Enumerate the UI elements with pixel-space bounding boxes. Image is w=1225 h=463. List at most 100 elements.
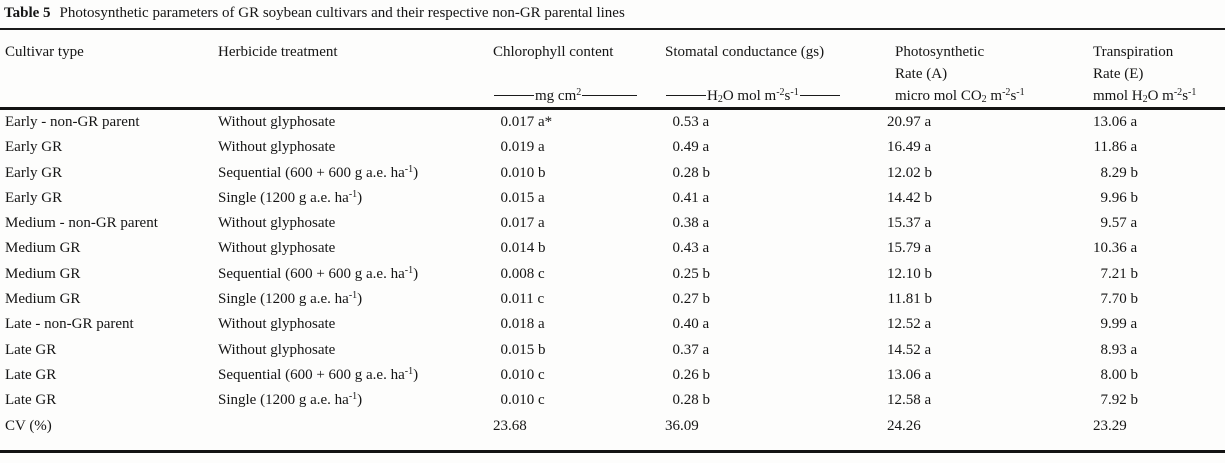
significance-letter: a — [702, 215, 710, 232]
column-header-label: Transpiration — [1093, 44, 1174, 60]
cell-value: 0.010 — [500, 392, 535, 409]
cell-cultivar-type: CV (%) — [0, 413, 213, 453]
table-row: CV (%) 23.68 36.09 24.26 23.29 — [0, 413, 1225, 453]
cell-cultivar-type: Medium GR — [5, 291, 81, 308]
cell-chlorophyll-content: 0.015 b — [488, 338, 660, 363]
significance-letter: c — [538, 366, 545, 383]
cell-herbicide-treatment: Without glyphosate — [218, 139, 336, 156]
cell-herbicide-treatment: Sequential (600 + 600 g a.e. ha-1) — [218, 163, 419, 181]
cell-chlorophyll-content: 0.017 a — [488, 211, 660, 236]
significance-letter: a — [924, 316, 932, 333]
cell-value: 9.99 — [1100, 316, 1127, 333]
cell-photosynthetic-rate: 12.52 a — [883, 312, 1088, 337]
cell-value: 0.41 — [672, 189, 699, 206]
cell-value: 0.49 — [672, 139, 699, 156]
cell-transpiration-rate: 7.92 b — [1088, 388, 1225, 413]
significance-letter: b — [702, 164, 711, 181]
cell-transpiration-rate: 9.57 a — [1088, 211, 1225, 236]
cell-photosynthetic-rate: 13.06 a — [883, 363, 1088, 388]
significance-letter: c — [538, 265, 545, 282]
cell-stomatal-conductance: 0.53 a — [660, 109, 883, 136]
cell-value: 23.29 — [1093, 417, 1127, 434]
cell-transpiration-rate: 7.21 b — [1088, 262, 1225, 287]
cell-value: 0.008 — [500, 265, 535, 282]
column-header-label: Stomatal conductance (gs) — [665, 44, 825, 60]
table-caption-text: Photosynthetic parameters of GR soybean … — [59, 5, 625, 21]
cell-photosynthetic-rate: 12.58 a — [883, 388, 1088, 413]
significance-letter: b — [1130, 265, 1139, 282]
unit-dash — [494, 95, 534, 96]
significance-letter: a — [1130, 240, 1138, 257]
cell-cultivar-type: Early - non-GR parent — [5, 114, 140, 130]
cell-stomatal-conductance: 0.40 a — [660, 312, 883, 337]
cell-transpiration-rate: 8.00 b — [1088, 363, 1225, 388]
cell-photosynthetic-rate: 16.49 a — [883, 135, 1088, 160]
cell-cultivar-type: Late GR — [5, 392, 57, 409]
cell-stomatal-conductance: 0.49 a — [660, 135, 883, 160]
table-row: Late GR Without glyphosate 0.015 b 0.37 a 14… — [0, 338, 1225, 363]
cell-transpiration-rate: 10.36 a — [1088, 236, 1225, 261]
cell-stomatal-conductance: 0.37 a — [660, 338, 883, 363]
cell-herbicide-treatment: Sequential (600 + 600 g a.e. ha-1) — [218, 365, 419, 383]
significance-letter: a — [1130, 341, 1138, 358]
cell-value: 24.26 — [887, 417, 921, 434]
cell-value: 7.70 — [1100, 291, 1127, 308]
significance-letter: a — [702, 139, 710, 156]
cell-value: 0.017 — [500, 114, 535, 130]
column-unit: H2O mol m-2s-1 — [665, 85, 883, 107]
significance-letter: b — [1130, 392, 1139, 409]
column-header-label: Cultivar type — [5, 44, 84, 60]
column-unit-text: mmol H2O m-2s-1 — [1093, 87, 1197, 105]
cell-photosynthetic-rate: 12.10 b — [883, 262, 1088, 287]
cell-stomatal-conductance: 0.25 b — [660, 262, 883, 287]
significance-letter: b — [1130, 291, 1139, 308]
significance-letter: a — [702, 240, 710, 257]
cell-value: 11.81 — [887, 291, 921, 308]
column-header-label: Chlorophyll content — [493, 44, 614, 60]
significance-letter: a — [1130, 139, 1138, 156]
unit-dash — [799, 95, 840, 96]
cell-chlorophyll-content: 0.015 a — [488, 186, 660, 211]
cell-herbicide-treatment: Without glyphosate — [218, 316, 336, 333]
cell-transpiration-rate: 8.93 a — [1088, 338, 1225, 363]
cell-value: 0.010 — [500, 164, 535, 181]
cell-stomatal-conductance: 0.43 a — [660, 236, 883, 261]
significance-letter: b — [1130, 366, 1139, 383]
cell-value: 8.00 — [1100, 366, 1127, 383]
cell-chlorophyll-content: 0.010 c — [488, 388, 660, 413]
cell-photosynthetic-rate: 15.37 a — [883, 211, 1088, 236]
cell-cultivar-type: Late GR — [5, 366, 57, 383]
cell-stomatal-conductance: 0.27 b — [660, 287, 883, 312]
significance-letter: b — [924, 265, 933, 282]
cell-value: 13.06 — [1093, 114, 1127, 130]
cell-herbicide-treatment: Single (1200 g a.e. ha-1) — [218, 290, 363, 308]
table-label: Table 5 — [4, 5, 51, 21]
significance-letter: b — [538, 164, 546, 181]
cell-value: 0.27 — [672, 291, 699, 308]
cell-herbicide-treatment — [213, 413, 488, 453]
column-unit: micro mol CO2 m-2s-1 — [895, 85, 1088, 107]
table-row: Medium GR Single (1200 g a.e. ha-1) 0.011 … — [0, 287, 1225, 312]
cell-value: 15.37 — [887, 215, 921, 232]
table-body: Early - non-GR parent Without glyphosate 0… — [0, 109, 1225, 453]
cell-value: 0.014 — [500, 240, 535, 257]
column-unit-text: mg cm2 — [535, 87, 582, 105]
cell-transpiration-rate: 9.99 a — [1088, 312, 1225, 337]
data-table: Cultivar type Herbicide treatment Chloro… — [0, 30, 1225, 453]
cell-value: 9.96 — [1100, 189, 1127, 206]
significance-letter: b — [702, 291, 711, 308]
cell-value: 0.015 — [500, 341, 535, 358]
cell-value: 14.42 — [887, 189, 921, 206]
significance-letter: a — [1130, 316, 1138, 333]
cell-chlorophyll-content: 0.010 b — [488, 161, 660, 186]
table-row: Early GR Sequential (600 + 600 g a.e. ha-… — [0, 161, 1225, 186]
cell-transpiration-rate: 7.70 b — [1088, 287, 1225, 312]
cell-value: 13.06 — [887, 366, 921, 383]
column-header-photosynthetic-rate: Photosynthetic Rate (A) micro mol CO2 m-… — [883, 30, 1088, 110]
column-header-label-line2: Rate (A) — [895, 66, 948, 82]
significance-letter: b — [924, 164, 933, 181]
cell-value: 23.68 — [493, 417, 527, 434]
cell-value: 7.21 — [1100, 265, 1127, 282]
